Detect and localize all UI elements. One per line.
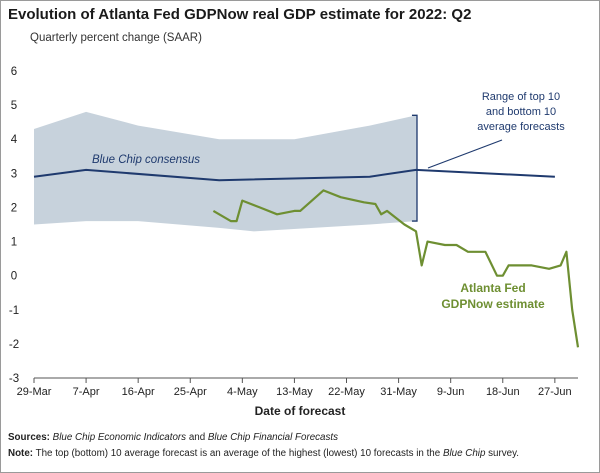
y-tick-label: 5 [11, 100, 17, 112]
x-tick-label: 18-Jun [486, 386, 520, 398]
consensus-line [33, 168, 555, 182]
sources-part2: Blue Chip Financial Forecasts [207, 432, 339, 443]
x-tick-label: 27-Jun [538, 386, 572, 398]
y-tick-label: -3 [9, 373, 19, 385]
y-tick-label: 4 [11, 134, 18, 146]
y-axis-label: Quarterly percent change (SAAR) [30, 32, 202, 44]
gdpnow-line [212, 189, 580, 348]
range-annotation-pointer [427, 139, 503, 169]
range-band-area [34, 111, 416, 232]
x-tick-label: 4-May [227, 386, 258, 398]
gdpnow-annotation-line: Atlanta Fed [460, 281, 525, 295]
x-tick-label: 13-May [276, 386, 313, 398]
sources-and: and [186, 432, 208, 443]
note-text: The top (bottom) 10 average forecast is … [33, 448, 443, 459]
sources-part1: Blue Chip Economic Indicators [52, 432, 187, 443]
y-tick-label: -1 [9, 305, 19, 317]
x-tick-label: 25-Apr [174, 386, 207, 398]
y-tick-label: -2 [9, 339, 19, 351]
note-label: Note: [8, 448, 34, 459]
note-line: Note: The top (bottom) 10 average foreca… [8, 448, 519, 459]
range-band-bracket [411, 114, 418, 222]
note-blue-chip: Blue Chip [442, 448, 486, 459]
x-tick-label: 7-Apr [73, 386, 100, 398]
sources-line: Sources: Blue Chip Economic Indicators a… [8, 432, 338, 443]
y-tick-label: 1 [11, 237, 17, 249]
chart-title: Evolution of Atlanta Fed GDPNow real GDP… [8, 6, 472, 23]
range-annotation-line: Range of top 10 [482, 91, 560, 103]
x-tick-label: 31-May [380, 386, 417, 398]
x-axis-label: Date of forecast [254, 404, 346, 418]
y-tick-label: 6 [11, 66, 17, 78]
y-tick-label: 2 [11, 202, 17, 214]
range-annotation-line: average forecasts [477, 121, 565, 133]
range-annotation-line: and bottom 10 [486, 106, 556, 118]
consensus-annotation: Blue Chip consensus [92, 154, 200, 166]
gdpnow-annotation-line: GDPNow estimate [441, 297, 545, 311]
note-end: survey. [485, 448, 519, 459]
sources-label: Sources: [8, 432, 50, 443]
y-tick-label: 0 [11, 271, 17, 283]
x-tick-label: 9-Jun [437, 386, 465, 398]
x-tick-label: 22-May [328, 386, 365, 398]
x-tick-label: 29-Mar [17, 386, 52, 398]
x-tick-label: 16-Apr [122, 386, 155, 398]
y-tick-label: 3 [11, 168, 17, 180]
